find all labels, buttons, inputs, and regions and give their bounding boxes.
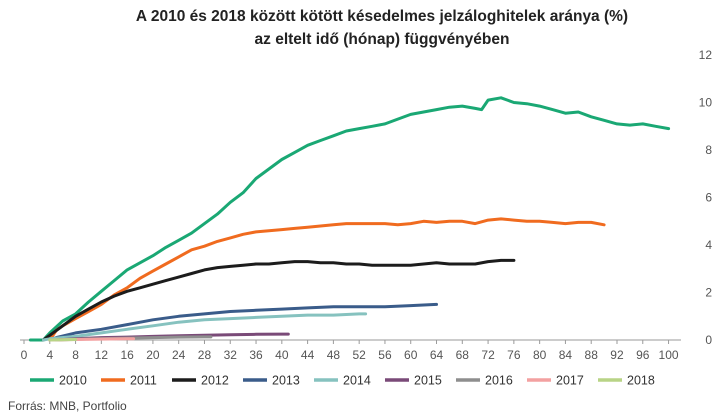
x-tick-label: 68 bbox=[456, 348, 470, 362]
y-tick-label: 2 bbox=[705, 286, 712, 300]
x-tick-label: 88 bbox=[585, 348, 599, 362]
legend-label-2013: 2013 bbox=[272, 374, 300, 388]
y-tick-label: 10 bbox=[699, 96, 713, 110]
x-tick-label: 36 bbox=[249, 348, 263, 362]
x-tick-label: 56 bbox=[378, 348, 392, 362]
y-tick-label: 6 bbox=[705, 191, 712, 205]
y-axis-ticks: 0 2 4 6 8 10 12 bbox=[699, 48, 713, 347]
x-tick-label: 32 bbox=[224, 348, 238, 362]
x-tick-label: 48 bbox=[327, 348, 341, 362]
x-tick-label: 44 bbox=[301, 348, 315, 362]
plot-area: 0 4 8 12 16 20 24 28 32 36 40 44 48 52 56 60 64 68 72 76 80 8… bbox=[20, 48, 712, 362]
y-tick-label: 0 bbox=[705, 333, 712, 347]
x-tick-label: 64 bbox=[430, 348, 444, 362]
x-tick-label: 8 bbox=[72, 348, 79, 362]
legend-label-2010: 2010 bbox=[59, 374, 87, 388]
legend-label-2012: 2012 bbox=[201, 374, 229, 388]
series-line-2014 bbox=[41, 312, 368, 342]
legend: 2010 2011 2012 2013 2014 2015 2016 2017 2018 bbox=[30, 374, 655, 388]
x-tick-label: 12 bbox=[95, 348, 109, 362]
legend-label-2018: 2018 bbox=[627, 374, 655, 388]
x-tick-label: 28 bbox=[198, 348, 212, 362]
x-tick-label: 16 bbox=[120, 348, 134, 362]
legend-label-2014: 2014 bbox=[343, 374, 371, 388]
series-line-2012 bbox=[41, 258, 516, 342]
x-tick-label: 52 bbox=[352, 348, 366, 362]
x-tick-label: 24 bbox=[172, 348, 186, 362]
y-tick-label: 4 bbox=[705, 238, 712, 252]
y-tick-label: 8 bbox=[705, 143, 712, 157]
x-tick-label: 84 bbox=[559, 348, 573, 362]
series-line-2018 bbox=[48, 338, 78, 342]
legend-label-2011: 2011 bbox=[130, 374, 157, 388]
x-tick-label: 80 bbox=[533, 348, 547, 362]
x-tick-label: 100 bbox=[659, 348, 679, 362]
series-line-2011 bbox=[48, 217, 606, 342]
x-tick-label: 60 bbox=[404, 348, 418, 362]
legend-label-2016: 2016 bbox=[485, 374, 513, 388]
x-tick-label: 40 bbox=[275, 348, 289, 362]
x-tick-label: 20 bbox=[146, 348, 160, 362]
x-axis-ticks: 0 4 8 12 16 20 24 28 32 36 40 44 48 52 56 60 64 68 72 76 80 8… bbox=[21, 340, 679, 362]
legend-label-2015: 2015 bbox=[414, 374, 442, 388]
series-lines bbox=[28, 96, 671, 342]
x-tick-label: 92 bbox=[610, 348, 624, 362]
chart-title-line1: A 2010 és 2018 között kötött késedelmes … bbox=[136, 8, 628, 25]
x-tick-label: 4 bbox=[46, 348, 53, 362]
x-tick-label: 76 bbox=[507, 348, 521, 362]
y-tick-label: 12 bbox=[699, 48, 713, 62]
chart-title-line2: az eltelt idő (hónap) függvényében bbox=[255, 31, 510, 48]
series-line-2010 bbox=[28, 96, 671, 342]
x-tick-label: 72 bbox=[481, 348, 495, 362]
series-line-2013 bbox=[48, 302, 438, 342]
x-tick-label: 0 bbox=[21, 348, 28, 362]
source-note: Forrás: MNB, Portfolio bbox=[8, 399, 127, 413]
legend-label-2017: 2017 bbox=[556, 374, 584, 388]
x-tick-label: 96 bbox=[636, 348, 650, 362]
